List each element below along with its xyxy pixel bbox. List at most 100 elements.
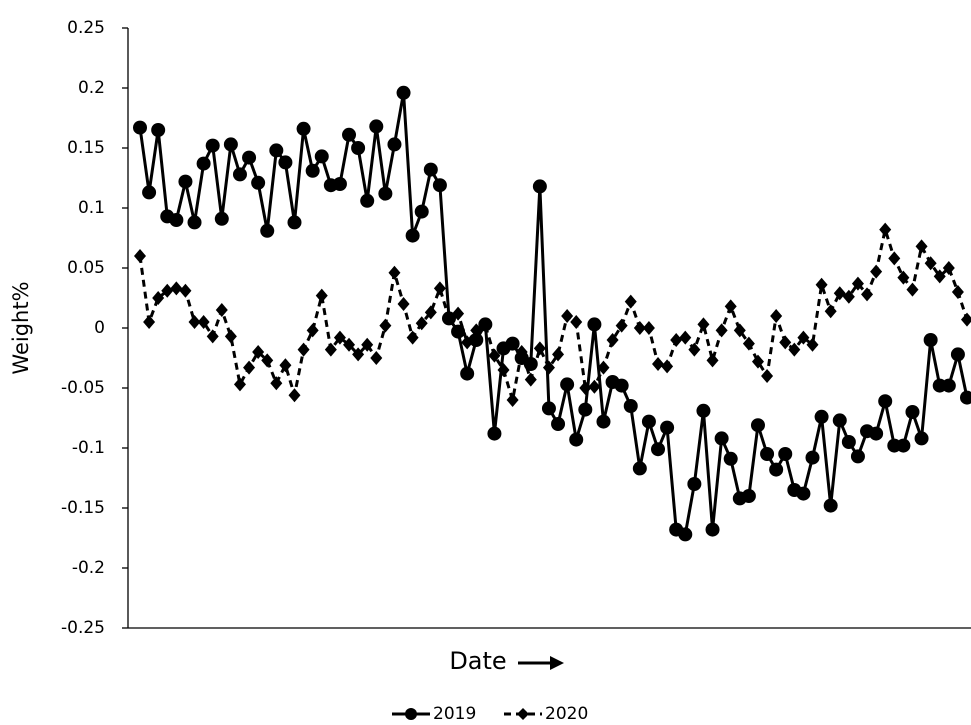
point [950, 347, 965, 362]
point [279, 358, 292, 373]
point [215, 303, 228, 317]
point [579, 381, 592, 395]
y-tick-label: 0.05 [67, 258, 105, 278]
point [251, 175, 266, 190]
point [733, 323, 746, 338]
point [361, 337, 374, 352]
point [769, 462, 784, 477]
point [305, 163, 320, 178]
point [152, 291, 165, 305]
point [405, 228, 420, 243]
point [706, 353, 719, 368]
point [587, 317, 602, 332]
point [870, 264, 883, 279]
point [596, 414, 611, 429]
y-tick-label: 0.2 [78, 78, 105, 98]
point [888, 251, 901, 266]
y-tick-label: 0.15 [67, 138, 105, 158]
point [850, 449, 865, 464]
point [442, 311, 455, 326]
point [642, 321, 655, 335]
point [461, 335, 474, 350]
point [814, 409, 829, 424]
point [379, 318, 392, 333]
point [296, 121, 311, 136]
point [832, 413, 847, 428]
point [624, 294, 637, 309]
series [134, 222, 971, 407]
point [314, 149, 329, 164]
point [179, 283, 192, 298]
point [524, 372, 537, 387]
legend-marker [517, 708, 529, 720]
y-tick-label: 0.1 [78, 198, 105, 218]
point [170, 281, 183, 296]
point [697, 317, 710, 332]
point [823, 498, 838, 513]
point [306, 323, 319, 338]
point [197, 315, 210, 329]
y-tick-label: -0.25 [61, 618, 105, 638]
point [861, 287, 874, 302]
point [815, 277, 828, 292]
point [460, 366, 475, 381]
point [961, 312, 971, 327]
point [415, 316, 428, 331]
point [614, 378, 629, 393]
point [541, 401, 556, 416]
point [270, 376, 283, 391]
point [188, 315, 201, 329]
point [487, 426, 502, 441]
y-tick-label: -0.1 [72, 438, 105, 458]
point [479, 318, 492, 333]
point [632, 461, 647, 476]
point [497, 363, 510, 377]
point [851, 276, 864, 291]
point [623, 399, 638, 413]
point [561, 309, 574, 323]
point [897, 270, 910, 285]
point [378, 186, 393, 201]
point [578, 402, 593, 417]
point [433, 281, 446, 296]
point [760, 447, 775, 461]
point [942, 261, 955, 275]
point [369, 119, 384, 134]
series [133, 85, 971, 542]
point [788, 342, 801, 357]
point [351, 141, 366, 155]
legend-label: 2020 [545, 704, 588, 724]
point [424, 305, 437, 320]
point [715, 323, 728, 338]
point [569, 432, 584, 447]
point [196, 156, 211, 171]
point [905, 405, 920, 419]
point [515, 345, 528, 359]
point [143, 315, 156, 329]
point [779, 335, 792, 350]
point [841, 435, 856, 449]
point [133, 120, 147, 135]
point [297, 342, 310, 357]
point [406, 330, 419, 345]
point [842, 289, 855, 304]
point [896, 438, 911, 453]
y-tick-label: -0.2 [72, 558, 105, 578]
point [287, 215, 302, 230]
point [169, 213, 184, 227]
point [206, 329, 219, 344]
point [332, 177, 347, 191]
point [923, 333, 938, 347]
point [670, 333, 683, 347]
point [714, 431, 729, 446]
x-axis-label: Date [449, 647, 506, 675]
point [452, 306, 465, 321]
point [869, 426, 884, 441]
point [696, 403, 711, 418]
y-tick-label: 0.25 [67, 18, 105, 38]
point [506, 393, 519, 407]
point [778, 447, 793, 461]
point [333, 330, 346, 345]
point [560, 377, 575, 392]
